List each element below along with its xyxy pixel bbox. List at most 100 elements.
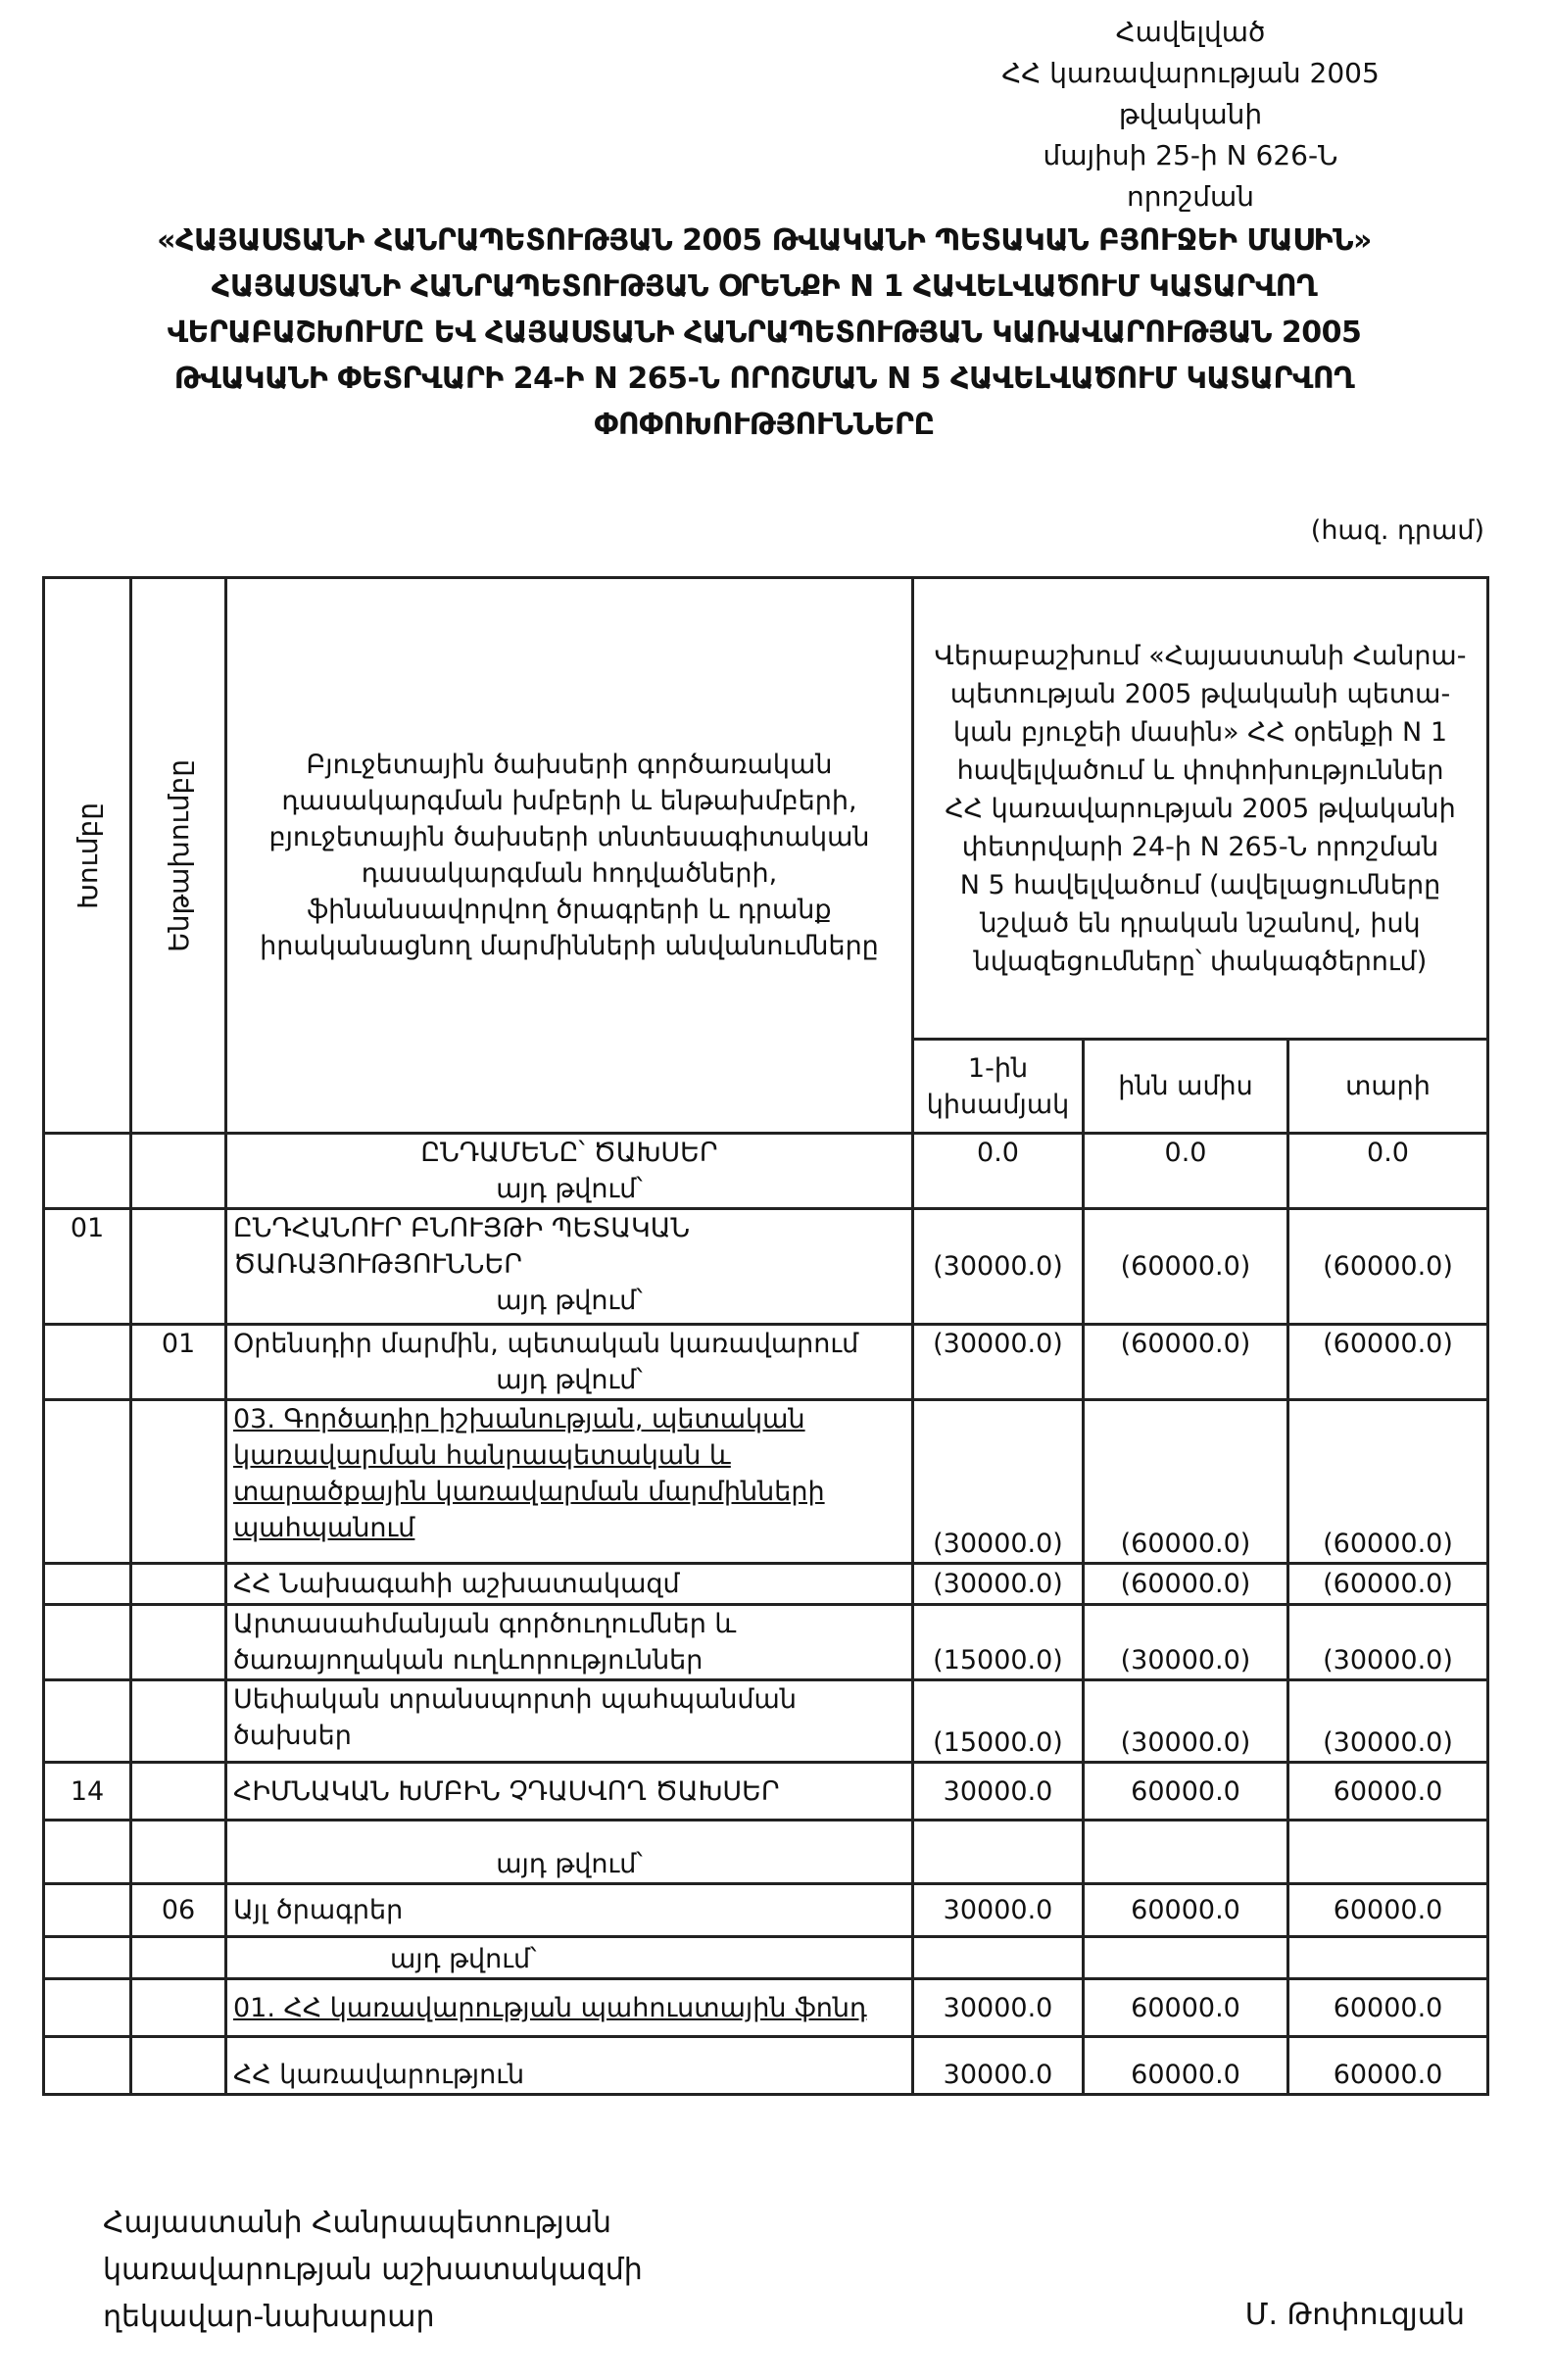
- period-label: տարի: [1345, 1071, 1431, 1101]
- item-name-line: ՀԻՄՆԱԿԱՆ ԽՄԲԻՆ ՉԴԱՍՎՈՂ ԾԱԽՍԵՐ: [233, 1775, 780, 1807]
- group-code-cell: [42, 1323, 132, 1401]
- position-line: Հայաստանի Հանրապետության: [103, 2206, 612, 2240]
- value-first-half: 30000.0: [911, 1761, 1085, 1821]
- item-name-cell: 03. Գործադիր իշխանության, պետական կառավար…: [224, 1398, 914, 1565]
- item-name-cell: ՀԻՄՆԱԿԱՆ ԽՄԲԻՆ ՉԴԱՍՎՈՂ ԾԱԽՍԵՐ: [224, 1761, 914, 1821]
- value-nine-months: 60000.0: [1082, 1761, 1289, 1821]
- group-code-cell: [42, 1132, 132, 1210]
- value-year: (60000.0): [1286, 1323, 1490, 1401]
- table-row: այդ թվում՝: [42, 1819, 1490, 1885]
- group-code-cell: [42, 1678, 132, 1764]
- group-code-cell: [42, 1819, 132, 1885]
- value-nine-months: (30000.0): [1082, 1678, 1289, 1764]
- header-year: տարի: [1286, 1038, 1490, 1135]
- group-code-cell: [42, 1935, 132, 1980]
- item-name-cell: Սեփական տրանսպորտի պահպանման ծախսեր: [224, 1678, 914, 1764]
- value-year: 60000.0: [1286, 1977, 1490, 2038]
- value-first-half: [911, 1935, 1085, 1980]
- group-code-cell: [42, 1882, 132, 1938]
- item-name-line: Սեփական տրանսպորտի պահպանման: [233, 1684, 797, 1715]
- value-first-half: (30000.0): [911, 1207, 1085, 1326]
- value-nine-months: [1082, 1935, 1289, 1980]
- table-row: 06 Այլ ծրագրեր 30000.0 60000.0 60000.0: [42, 1882, 1490, 1938]
- header-change-line: նվազեցումները՝ փակագծերում): [973, 946, 1428, 977]
- approval-line: մայիսի 25-ի N 626-Ն որոշման: [1043, 139, 1338, 213]
- header-first-half: 1-ին կիսամյակ: [911, 1038, 1085, 1135]
- header-name-line: բյուջետային ծախսերի տնտեսագիտական: [268, 822, 870, 852]
- subgroup-code-cell: 06: [129, 1882, 227, 1938]
- item-name-line: կառավարման հանրապետական և: [233, 1440, 731, 1471]
- title-line: ՎԵՐԱԲԱՇԽՈՒՄԸ ԵՎ ՀԱՅԱՍՏԱՆԻ ՀԱՆՐԱՊԵՏՈՒԹՅԱՆ…: [167, 316, 1362, 350]
- approval-line: Հավելված: [1115, 16, 1266, 48]
- value-first-half: 30000.0: [911, 1977, 1085, 2038]
- period-label: կիսամյակ: [926, 1089, 1070, 1120]
- period-label: ինն ամիս: [1118, 1071, 1253, 1101]
- position-line: ղեկավար-նախարար: [103, 2300, 435, 2334]
- title-line: ՓՈՓՈԽՈՒԹՅՈՒՆՆԵՐԸ: [594, 408, 935, 442]
- header-change-line: N 5 հավելվածում (ավելացումները: [959, 869, 1441, 900]
- value-nine-months: (60000.0): [1082, 1323, 1289, 1401]
- approval-line: ՀՀ կառավարության 2005 թվականի: [1001, 57, 1380, 130]
- value-first-half: 0.0: [911, 1132, 1085, 1210]
- value-first-half: 30000.0: [911, 1882, 1085, 1938]
- table-row: 01 ԸՆԴՀԱՆՈՒՐ ԲՆՈՒՅԹԻ ՊԵՏԱԿԱՆ ԾԱՌԱՅՈՒԹՅՈՒՆՆ…: [42, 1207, 1490, 1326]
- subgroup-code-cell: [129, 2035, 227, 2096]
- group-code-cell: [42, 1562, 132, 1606]
- group-code-cell: [42, 2035, 132, 2096]
- value-year: (60000.0): [1286, 1207, 1490, 1326]
- subgroup-code-cell: [129, 1603, 227, 1681]
- item-name-line: ՀՀ Նախագահի աշխատակազմ: [233, 1569, 680, 1599]
- header-change-line: ՀՀ կառավարության 2005 թվականի: [945, 793, 1456, 824]
- value-first-half: (15000.0): [911, 1678, 1085, 1764]
- subgroup-code-cell: [129, 1761, 227, 1821]
- value-nine-months: 60000.0: [1082, 2035, 1289, 2096]
- subgroup-code-cell: [129, 1977, 227, 2038]
- value-nine-months: 0.0: [1082, 1132, 1289, 1210]
- including-note: այդ թվում՝: [496, 1174, 643, 1204]
- period-label: 1-ին: [967, 1052, 1029, 1084]
- value-nine-months: [1082, 1819, 1289, 1885]
- header-change-line: հավելվածում և փոփոխություններ: [956, 754, 1444, 786]
- header-name-line: դասակարգման հոդվածների,: [361, 858, 778, 889]
- value-year: [1286, 1935, 1490, 1980]
- item-name-line: ծախսեր: [233, 1721, 352, 1751]
- group-code-cell: [42, 1977, 132, 2038]
- value-nine-months: (30000.0): [1082, 1603, 1289, 1681]
- header-nine-months: ինն ամիս: [1082, 1038, 1289, 1135]
- header-name-line: Բյուջետային ծախսերի գործառական: [306, 750, 833, 780]
- including-note: այդ թվում՝: [496, 1286, 643, 1316]
- table-row: 01 Օրենսդիր մարմին, պետական կառավարում այդ…: [42, 1323, 1490, 1401]
- subgroup-code-cell: [129, 1132, 227, 1210]
- group-code-cell: [42, 1603, 132, 1681]
- item-name-cell: ՀՀ Նախագահի աշխատակազմ: [224, 1562, 914, 1606]
- value-year: (60000.0): [1286, 1398, 1490, 1565]
- position-line: կառավարության աշխատակազմի: [103, 2253, 643, 2287]
- approval-note: Հավելված ՀՀ կառավարության 2005 թվականի մ…: [980, 12, 1401, 218]
- including-note: այդ թվում՝: [496, 1365, 643, 1395]
- header-row: Խումբը Ենթախումբը Բյուջետային ծախսերի գո…: [42, 576, 1490, 1135]
- value-nine-months: (60000.0): [1082, 1562, 1289, 1606]
- value-first-half: (30000.0): [911, 1323, 1085, 1401]
- header-name-line: դասակարգման խմբերի և ենթախմբերի,: [281, 786, 857, 816]
- header-subgroup: Ենթախումբը: [129, 576, 227, 1135]
- header-name: Բյուջետային ծախսերի գործառական դասակարգմա…: [224, 576, 914, 1135]
- value-nine-months: 60000.0: [1082, 1882, 1289, 1938]
- item-name-line: Արտասահմանյան գործուղումներ և: [233, 1609, 737, 1639]
- header-change-line: կան բյուջեի մասին» ՀՀ օրենքի N 1: [952, 716, 1448, 748]
- table-row: Սեփական տրանսպորտի պահպանման ծախսեր (15000…: [42, 1678, 1490, 1764]
- item-name-line: Օրենսդիր մարմին, պետական կառավարում: [233, 1329, 859, 1359]
- table-row: ՀՀ կառավարություն 30000.0 60000.0 60000.0: [42, 2035, 1490, 2096]
- subgroup-code-cell: [129, 1678, 227, 1764]
- table-row: այդ թվում՝: [42, 1935, 1490, 1980]
- table-row: 03. Գործադիր իշխանության, պետական կառավար…: [42, 1398, 1490, 1565]
- item-name-line: պահպանում: [233, 1513, 415, 1543]
- item-name-line: ծառայողական ուղևորություններ: [233, 1645, 704, 1676]
- value-first-half: [911, 1819, 1085, 1885]
- value-first-half: (15000.0): [911, 1603, 1085, 1681]
- including-note: այդ թվում՝: [496, 1849, 643, 1879]
- item-name-cell: Օրենսդիր մարմին, պետական կառավարում այդ թ…: [224, 1323, 914, 1401]
- value-nine-months: (60000.0): [1082, 1207, 1289, 1326]
- group-code-cell: 14: [42, 1761, 132, 1821]
- item-name-line: ԸՆԴԱՄԵՆԸ՝ ԾԱԽՍԵՐ: [420, 1138, 718, 1168]
- item-name-cell: Այլ ծրագրեր: [224, 1882, 914, 1938]
